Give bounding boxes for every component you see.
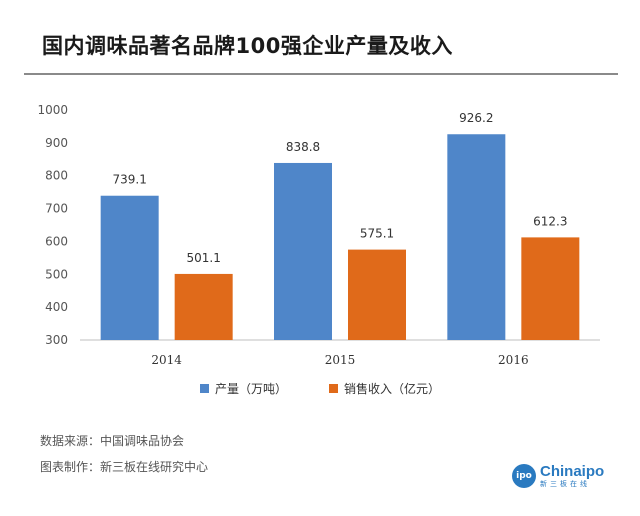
- chart-legend: 产量（万吨） 销售收入（亿元）: [200, 380, 440, 397]
- chart-maker-note: 图表制作：新三板在线研究中心: [40, 460, 209, 474]
- brand-name: Chinaipo: [540, 463, 605, 480]
- data-label: 575.1: [360, 227, 394, 241]
- x-tick-label: 2016: [498, 353, 529, 367]
- bar-output: [100, 195, 159, 340]
- legend-swatch-series1: [200, 384, 209, 393]
- y-tick-label: 600: [45, 234, 68, 248]
- bar-chart: 300 400 500 600 700 800 900 1000 739.1 501.1 2014 8…: [37, 103, 600, 367]
- legend-item-series1: 产量（万吨）: [200, 380, 287, 397]
- brand-logo-block: ipo Chinaipo 新三板在线: [512, 464, 604, 488]
- bar-output: [274, 162, 332, 340]
- bar-revenue: [348, 249, 406, 340]
- data-label: 501.1: [186, 251, 220, 265]
- data-source-note: 数据来源：中国调味品协会: [40, 434, 185, 448]
- data-label: 739.1: [112, 173, 146, 187]
- y-tick-label: 500: [45, 267, 68, 281]
- y-tick-label: 400: [45, 300, 68, 314]
- x-tick-label: 2015: [325, 353, 356, 367]
- bar-revenue: [521, 237, 580, 340]
- title-separator: [24, 73, 618, 75]
- data-label: 838.8: [286, 140, 320, 154]
- y-tick-label: 1000: [37, 103, 68, 117]
- x-tick-label: 2014: [151, 353, 182, 367]
- y-tick-label: 300: [45, 333, 68, 347]
- brand-subtitle: 新三板在线: [540, 480, 590, 488]
- legend-item-series2: 销售收入（亿元）: [329, 380, 440, 397]
- data-label: 926.2: [459, 111, 493, 125]
- data-label: 612.3: [533, 214, 567, 228]
- y-tick-label: 900: [45, 136, 68, 150]
- bar-revenue: [174, 273, 233, 340]
- bar-output: [447, 134, 506, 340]
- y-tick-label: 800: [45, 169, 68, 183]
- legend-label-series2: 销售收入（亿元）: [344, 382, 441, 396]
- chart-title: 国内调味品著名品牌100强企业产量及收入: [42, 34, 453, 58]
- brand-logo-icon: ipo: [512, 464, 536, 488]
- legend-swatch-series2: [329, 384, 339, 393]
- legend-label-series1: 产量（万吨）: [215, 382, 288, 396]
- y-tick-label: 700: [45, 202, 68, 216]
